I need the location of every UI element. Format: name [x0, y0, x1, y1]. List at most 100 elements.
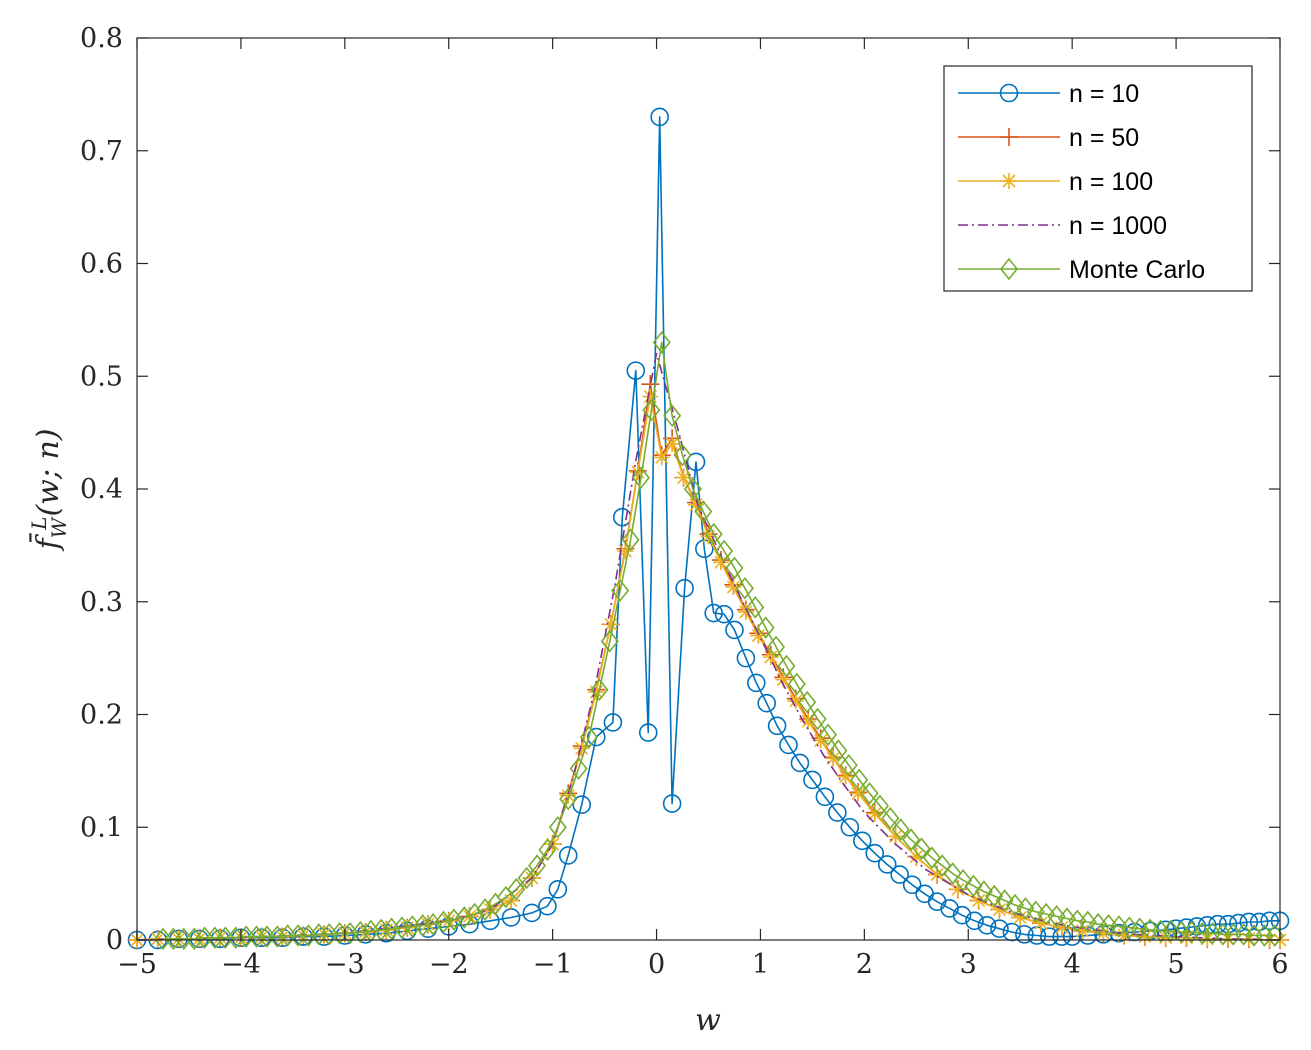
data-point — [579, 725, 599, 749]
legend-item: n = 50 — [958, 124, 1139, 152]
data-point — [588, 683, 605, 700]
data-point — [798, 690, 817, 714]
data-point — [538, 838, 557, 862]
data-point — [642, 398, 661, 422]
data-point — [1136, 928, 1153, 945]
data-point — [746, 596, 765, 619]
data-point — [839, 753, 858, 777]
legend-label: n = 50 — [1069, 124, 1139, 152]
legend-label: n = 10 — [1069, 80, 1139, 108]
data-point — [767, 635, 786, 659]
y-axis-label-args: (w; n) — [31, 428, 66, 516]
data-point — [737, 603, 754, 620]
data-point — [652, 331, 671, 354]
data-point — [631, 466, 650, 490]
data-point — [664, 435, 681, 452]
data-point — [675, 578, 694, 598]
data-point — [455, 906, 474, 929]
data-point — [756, 616, 775, 639]
data-point — [617, 543, 634, 560]
data-point — [852, 831, 872, 851]
legend-swatch-marker — [999, 257, 1019, 281]
y-axis-label: f̄WL(w; n) — [27, 428, 71, 551]
data-point — [1260, 911, 1279, 931]
data-point — [977, 916, 997, 935]
y-axis-label-sub: W — [47, 516, 71, 538]
data-point — [943, 862, 962, 885]
data-point — [1057, 907, 1077, 930]
data-point — [866, 805, 883, 822]
data-point — [812, 732, 829, 749]
data-point — [954, 868, 973, 892]
data-point — [1062, 927, 1082, 946]
data-point — [818, 723, 838, 747]
y-tick-label: 0.4 — [80, 474, 123, 505]
data-point — [382, 917, 401, 941]
x-tick-label: 6 — [1271, 949, 1288, 980]
y-tick-label: 0.2 — [80, 700, 123, 731]
data-point — [351, 920, 370, 944]
data-point — [1026, 900, 1045, 924]
data-point — [902, 875, 922, 895]
legend-item: Monte Carlo — [958, 256, 1205, 284]
data-point — [1012, 909, 1029, 926]
data-point — [1053, 919, 1070, 936]
data-point — [757, 693, 776, 713]
data-point — [890, 865, 909, 884]
series-layer — [127, 107, 1290, 951]
y-tick-label: 0.3 — [80, 587, 123, 618]
data-point — [1116, 927, 1133, 944]
data-point — [663, 404, 682, 427]
data-point — [1037, 902, 1056, 926]
data-point — [850, 785, 867, 802]
data-point — [558, 846, 578, 865]
data-point — [725, 556, 744, 580]
data-point — [361, 919, 380, 943]
data-point — [559, 787, 578, 811]
data-point — [902, 828, 921, 851]
data-point — [712, 554, 729, 571]
data-point — [538, 896, 557, 916]
data-point — [686, 452, 706, 472]
data-point — [790, 753, 810, 773]
x-axis-label: w — [695, 1003, 721, 1038]
data-point — [865, 843, 885, 863]
x-tick-label: 2 — [856, 949, 873, 980]
data-point — [548, 815, 567, 839]
data-point — [675, 469, 692, 486]
x-tick-label: −3 — [325, 949, 365, 980]
data-point — [602, 616, 619, 633]
data-point — [650, 107, 669, 127]
data-point — [825, 750, 842, 767]
data-point — [444, 908, 463, 931]
legend: n = 10 n = 50 n = 100 n = 1000 Monte Carlo — [943, 65, 1253, 292]
data-point — [870, 794, 889, 818]
data-point — [1040, 927, 1059, 946]
data-point — [1016, 897, 1035, 920]
data-point — [725, 579, 742, 596]
data-point — [603, 713, 623, 732]
data-point — [815, 787, 835, 807]
data-point — [715, 539, 734, 563]
data-point — [673, 443, 692, 467]
data-point — [860, 782, 879, 805]
data-point — [1015, 925, 1034, 944]
data-point — [949, 881, 966, 898]
data-point — [840, 817, 860, 837]
data-point — [1078, 926, 1098, 945]
y-tick-label: 0 — [106, 925, 123, 956]
y-tick-label: 0.8 — [80, 23, 123, 54]
data-point — [413, 914, 432, 937]
data-point — [704, 522, 723, 546]
data-point — [803, 770, 822, 790]
data-point — [787, 692, 804, 709]
y-tick-label: 0.6 — [80, 249, 123, 280]
x-ticks: −5 −4 −3 −2 −1 0 1 2 3 4 5 6 — [117, 38, 1289, 980]
data-point — [1208, 914, 1227, 934]
legend-label: Monte Carlo — [1069, 256, 1205, 284]
data-point — [1002, 922, 1022, 942]
x-tick-label: −1 — [533, 949, 573, 980]
data-point — [970, 892, 987, 909]
data-point — [434, 910, 453, 934]
